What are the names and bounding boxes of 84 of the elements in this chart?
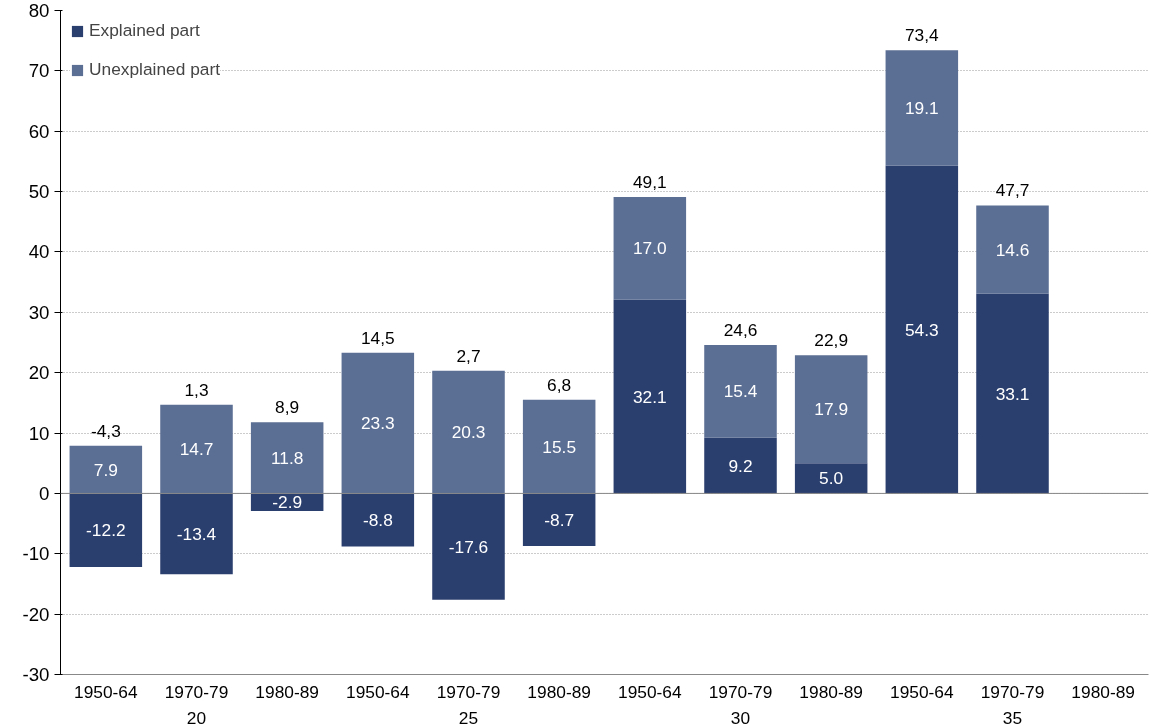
- total-label: 6,8: [547, 374, 572, 395]
- data-label: 5.0: [819, 468, 844, 489]
- y-tick-label: 10: [28, 422, 50, 444]
- y-tick-label: 70: [28, 60, 50, 82]
- bar: [976, 293, 1049, 494]
- bar: [522, 493, 596, 546]
- x-tick-label: 1980-89: [527, 681, 591, 702]
- bar: [522, 399, 596, 494]
- bar: [432, 493, 505, 600]
- y-tick-label: -20: [22, 603, 50, 625]
- data-label: 15.4: [723, 381, 758, 402]
- data-label: 33.1: [995, 383, 1030, 404]
- total-label: 22,9: [814, 330, 849, 351]
- bar: [432, 370, 505, 494]
- bar: [704, 437, 777, 494]
- data-label: 20.3: [451, 422, 486, 443]
- total-label: -4,3: [90, 420, 121, 441]
- bar: [794, 355, 868, 464]
- bar: [613, 299, 687, 494]
- y-tick-label: 40: [28, 241, 50, 263]
- data-label: 9.2: [728, 455, 753, 476]
- y-tick-label: 20: [28, 362, 50, 384]
- bar: [704, 344, 777, 438]
- data-label: -2.9: [272, 492, 303, 513]
- x-tick-label: 1950-64: [346, 681, 410, 702]
- data-label: -8.7: [544, 509, 575, 530]
- x-tick-label: 1950-64: [74, 681, 138, 702]
- bar: [341, 493, 415, 547]
- legend-label: Unexplained part: [89, 59, 221, 80]
- bar: [794, 463, 868, 494]
- data-label: -12.2: [86, 520, 126, 541]
- total-label: 49,1: [632, 171, 667, 192]
- x-tick-label: 1970-79: [980, 681, 1045, 702]
- total-label: 24,6: [723, 319, 758, 340]
- bar: [69, 493, 143, 568]
- data-label: 54.3: [904, 319, 939, 340]
- total-label: 14,5: [360, 327, 395, 348]
- bar: [341, 352, 415, 494]
- y-tick-label: 50: [28, 181, 50, 203]
- x-tick-label: 1970-79: [436, 681, 501, 702]
- x-tick-label: 1950-64: [890, 681, 954, 702]
- data-label: 15.5: [542, 436, 577, 457]
- y-tick-label: 0: [39, 482, 50, 504]
- data-label: 19.1: [904, 97, 939, 118]
- data-label: -8.8: [362, 509, 393, 530]
- total-label: 1,3: [184, 379, 209, 400]
- y-tick-label: 80: [28, 0, 50, 21]
- bar: [976, 205, 1049, 294]
- data-label: 17.0: [632, 238, 667, 259]
- text: 30: [730, 707, 751, 726]
- x-tick-label: 1970-79: [164, 681, 229, 702]
- x-tick-label: 1970-79: [708, 681, 773, 702]
- legend-label: Explained part: [89, 20, 200, 41]
- bar: [160, 493, 233, 575]
- bar: [885, 50, 959, 166]
- y-tick-label: -30: [22, 664, 50, 685]
- text: 25: [458, 707, 479, 726]
- x-tick-label: 1980-89: [255, 681, 319, 702]
- bar: [885, 165, 959, 494]
- data-label: 11.8: [270, 447, 304, 468]
- data-label: 7.9: [93, 459, 118, 480]
- data-label: 14.7: [179, 439, 214, 460]
- bar: [250, 422, 324, 494]
- data-label: 14.6: [995, 239, 1030, 260]
- total-label: 8,9: [275, 397, 300, 418]
- data-label: 23.3: [360, 413, 395, 434]
- y-tick-label: -10: [22, 543, 50, 565]
- bar: [69, 445, 143, 494]
- text: 20: [186, 707, 207, 726]
- data-label: -17.6: [448, 536, 489, 557]
- data-label: -13.4: [176, 523, 217, 544]
- total-label: 2,7: [456, 345, 481, 366]
- x-tick-label: 1950-64: [618, 681, 682, 702]
- total-label: 47,7: [995, 180, 1030, 201]
- x-tick-label: 1980-89: [1071, 681, 1135, 702]
- bar: [613, 197, 687, 300]
- bar: [160, 404, 233, 494]
- data-label: 17.9: [814, 399, 849, 420]
- y-tick-label: 30: [28, 301, 50, 323]
- y-tick-label: 60: [28, 120, 50, 142]
- text: 35: [1002, 707, 1023, 726]
- x-tick-label: 1980-89: [799, 681, 863, 702]
- data-label: 32.1: [632, 386, 667, 407]
- total-label: 73,4: [904, 25, 940, 46]
